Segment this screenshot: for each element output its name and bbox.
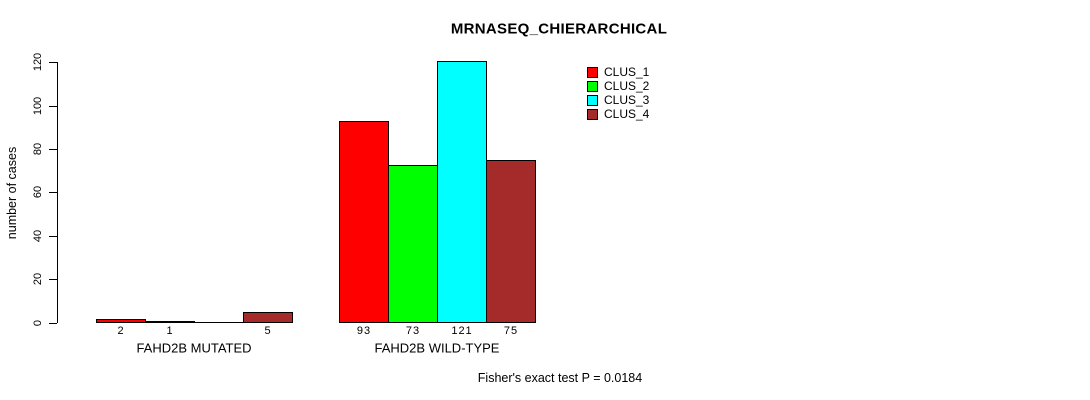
x-category-label-2: FAHD2B WILD-TYPE xyxy=(374,340,500,356)
y-tick-mark xyxy=(49,279,57,280)
y-tick-label: 40 xyxy=(32,229,44,243)
x-category-label-1: FAHD2B MUTATED xyxy=(136,340,252,356)
y-tick-mark xyxy=(49,62,57,63)
bar-clus_4-group1 xyxy=(243,312,293,323)
bar-count-label: 5 xyxy=(264,325,272,337)
bar-count-label: 1 xyxy=(166,325,174,337)
bar-clus_3-group2 xyxy=(437,61,487,323)
legend-swatch-clus_1 xyxy=(587,67,598,78)
y-tick-mark xyxy=(49,106,57,107)
bar-clus_4-group2 xyxy=(486,160,536,323)
bar-clus_1-group2 xyxy=(339,121,389,323)
y-tick-mark xyxy=(49,236,57,237)
bar-count-label: 73 xyxy=(405,325,421,337)
chart-title: MRNASEQ_CHIERARCHICAL xyxy=(450,20,668,38)
y-tick-mark xyxy=(49,149,57,150)
y-tick-label: 60 xyxy=(32,185,44,199)
bar-clus_1-group1 xyxy=(96,319,146,323)
legend-swatch-clus_2 xyxy=(587,81,598,92)
y-tick-label: 120 xyxy=(32,52,44,72)
legend-label-clus_4: CLUS_4 xyxy=(604,107,650,121)
bar-clus_3-group1-zero xyxy=(194,322,244,323)
y-tick-label: 80 xyxy=(32,142,44,156)
bar-clus_2-group2 xyxy=(388,165,438,323)
bar-count-label: 121 xyxy=(451,325,473,337)
y-axis-label: number of cases xyxy=(5,146,19,240)
legend-label-clus_3: CLUS_3 xyxy=(604,93,650,107)
y-tick-label: 20 xyxy=(32,272,44,286)
bar-count-label: 93 xyxy=(356,325,372,337)
y-tick-mark xyxy=(49,192,57,193)
legend-label-clus_2: CLUS_2 xyxy=(604,79,650,93)
y-tick-label: 100 xyxy=(32,96,44,116)
legend-swatch-clus_4 xyxy=(587,109,598,120)
fisher-test-annotation: Fisher's exact test P = 0.0184 xyxy=(477,371,643,385)
bar-clus_2-group1 xyxy=(145,321,195,323)
y-axis-line xyxy=(57,62,58,323)
y-tick-mark xyxy=(49,323,57,324)
bar-count-label: 75 xyxy=(503,325,519,337)
bar-count-label: 2 xyxy=(117,325,125,337)
legend-label-clus_1: CLUS_1 xyxy=(604,65,650,79)
legend-swatch-clus_3 xyxy=(587,95,598,106)
y-tick-label: 0 xyxy=(32,319,44,327)
